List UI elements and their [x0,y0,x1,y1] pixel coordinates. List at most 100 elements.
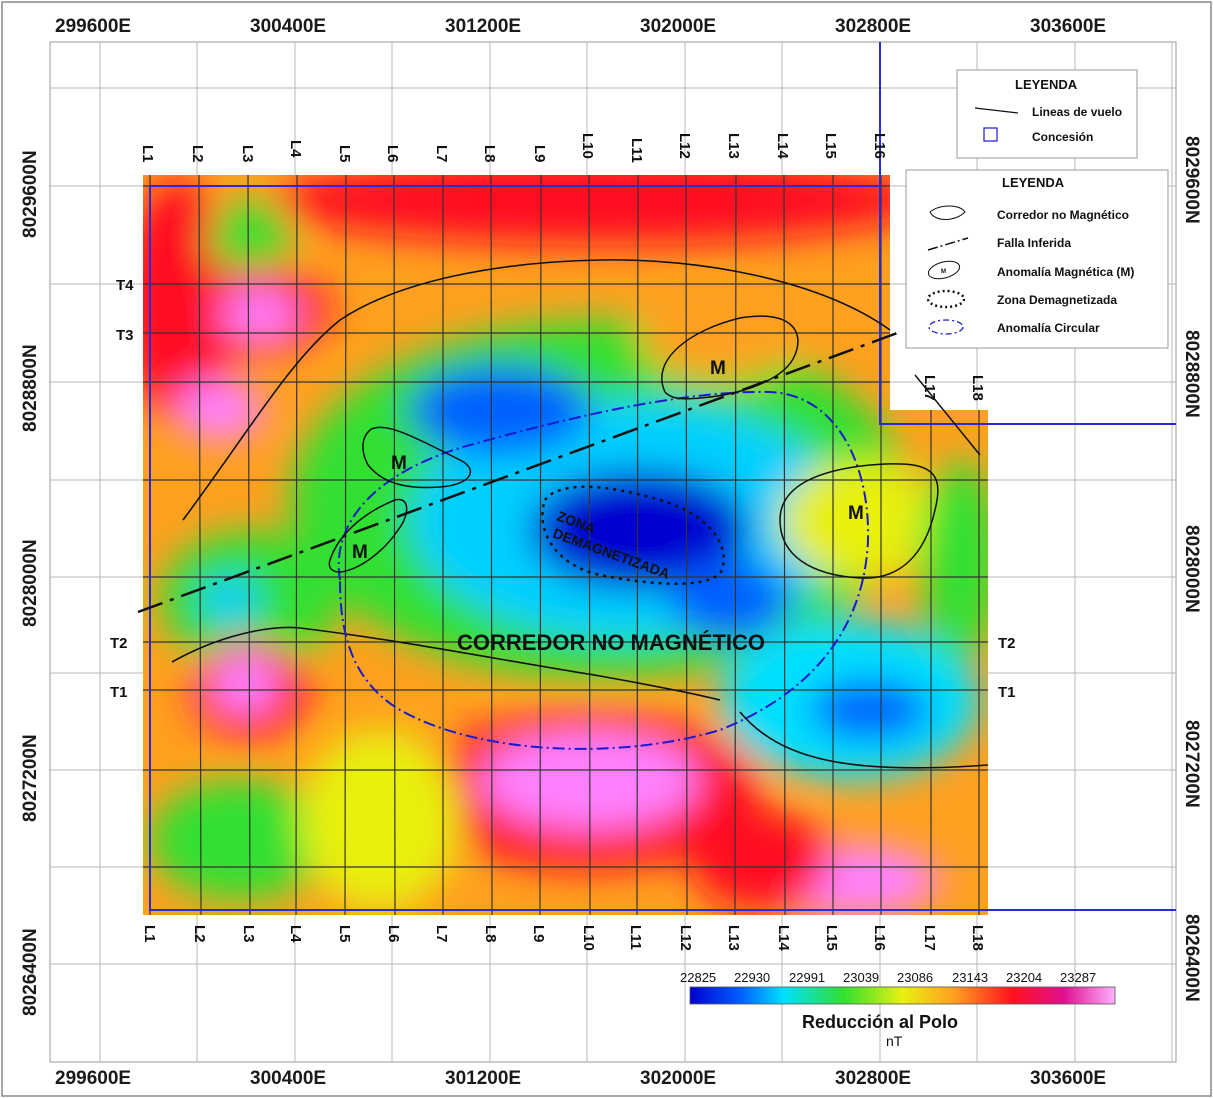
legend-interp-fault: Falla Inferida [997,236,1071,250]
colorbar-tick-4: 23039 [843,970,879,985]
fl-top-1: L1 [139,145,156,163]
colorbar-gradient [689,986,1116,1005]
legend-flight-title: LEYENDA [1015,77,1078,92]
fl-bot-9: L9 [530,925,547,943]
legend-corridor-symbol [929,205,966,220]
fl-bot-8: L8 [482,925,499,943]
fl-top-18: L18 [969,375,986,401]
easting-bottom-6: 303600E [1030,1068,1106,1089]
colorbar-title: Reducción al Polo [802,1012,958,1032]
flight-line-labels-bottom: L1 L2 L3 L4 L5 L6 L7 L8 L9 L10 L11 L12 L… [141,925,986,952]
fl-top-16: L16 [871,133,888,159]
legend-demag-symbol [926,289,966,309]
fl-top-11: L11 [628,138,645,163]
fl-top-13: L13 [725,133,742,159]
easting-bottom-3: 301200E [445,1068,521,1089]
fl-bot-5: L5 [336,925,353,943]
fl-bot-15: L15 [823,925,840,951]
easting-labels-top: 299600E 300400E 301200E 302000E 302800E … [55,16,1106,37]
colorbar-tick-8: 23287 [1060,970,1096,985]
fl-bot-18: L18 [969,925,986,951]
easting-bottom-5: 302800E [835,1068,911,1089]
legend-flight-item-concession: Concesión [1032,130,1093,144]
easting-labels-bottom: 299600E 300400E 301200E 302000E 302800E … [55,1068,1106,1089]
tie-t4-left: T4 [116,277,134,294]
interpretation [137,259,989,769]
northing-left-5: 8026400N [20,928,41,1016]
fl-top-3: L3 [239,145,256,163]
northing-right-1: 8029600N [1181,136,1202,224]
fl-top-5: L5 [336,145,353,163]
legend-circular-symbol [928,319,964,335]
northing-left-1: 8029600N [20,150,41,238]
flight-line-labels-top: L1 L2 L3 L4 L5 L6 L7 L8 L9 L10 L11 L12 L… [139,133,986,401]
colorbar-tick-3: 22991 [789,970,825,985]
fl-top-8: L8 [481,145,498,163]
tie-t1-right: T1 [998,684,1016,701]
fl-top-17: L17 [921,375,938,401]
easting-top-1: 299600E [55,16,131,37]
label-m-2: M [391,453,407,474]
legend-flight-item-lines: Lineas de vuelo [1032,105,1122,119]
fl-top-10: L10 [579,133,596,159]
label-m-1: M [710,358,726,379]
fl-bot-2: L2 [191,925,208,943]
legend-interp-circular: Anomalía Circular [997,321,1100,335]
tie-t2-right: T2 [998,635,1016,652]
fl-bot-10: L10 [580,925,597,951]
concession-boundary [149,42,1176,911]
fl-bot-1: L1 [141,925,158,943]
northing-left-4: 8027200N [20,734,41,822]
fl-bot-17: L17 [921,925,938,951]
fl-top-9: L9 [531,145,548,163]
easting-top-6: 303600E [1030,16,1106,37]
legend-flight: LEYENDA Lineas de vuelo Concesión [956,69,1138,159]
magnetic-anomaly-3 [328,498,408,573]
colorbar-tick-6: 23143 [952,970,988,985]
legend-magnetic-letter: M [941,269,946,275]
tie-t3-left: T3 [116,327,134,344]
label-corridor: CORREDOR NO MAGNÉTICO [457,630,765,655]
legend-interp-magnetic: Anomalía Magnética (M) [997,265,1134,279]
colorbar: 22825 22930 22991 23039 23086 23143 2320… [680,970,1116,1049]
label-m-4: M [848,503,864,524]
fl-bot-16: L16 [871,925,888,951]
tie-t1-left: T1 [110,684,128,701]
colorbar-tick-2: 22930 [734,970,770,985]
fl-bot-11: L11 [627,925,644,950]
easting-top-5: 302800E [835,16,911,37]
fl-bot-7: L7 [433,925,450,943]
fl-bot-12: L12 [677,925,694,951]
reduction-to-pole-raster [143,175,988,915]
circular-anomaly [337,390,870,750]
inferred-fault [137,330,901,614]
fl-top-14: L14 [774,133,791,160]
tie-line-labels: T4 T3 T2 T1 T2 T1 [110,277,1016,701]
magnetic-anomaly-1 [661,315,799,400]
legend-interpretation: LEYENDA Corredor no Magnético Falla Infe… [905,169,1169,349]
easting-bottom-4: 302000E [640,1068,716,1089]
legend-interp-title: LEYENDA [1002,175,1065,190]
northing-right-2: 8028800N [1181,330,1202,418]
fl-bot-14: L14 [775,925,792,952]
colorbar-tick-5: 23086 [897,970,933,985]
northing-right-4: 8027200N [1181,720,1202,808]
northing-left-2: 8028800N [20,344,41,432]
tie-t2-left: T2 [110,635,128,652]
legend-concession-symbol [983,127,998,142]
fl-top-2: L2 [189,145,206,163]
northing-labels-left: 8029600N 8028800N 8028000N 8027200N 8026… [20,150,41,1016]
legend-magnetic-symbol [927,260,961,280]
fl-top-4: L4 [287,140,304,158]
legend-flight-line-symbol [974,107,1019,114]
colorbar-tick-1: 22825 [680,970,716,985]
fl-top-7: L7 [433,145,450,163]
fl-bot-6: L6 [385,925,402,943]
magnetic-anomaly-4 [779,463,939,579]
fl-bot-3: L3 [240,925,257,943]
easting-top-3: 301200E [445,16,521,37]
easting-bottom-2: 300400E [250,1068,326,1089]
corridor-north-boundary [182,259,891,521]
fl-top-15: L15 [822,133,839,159]
